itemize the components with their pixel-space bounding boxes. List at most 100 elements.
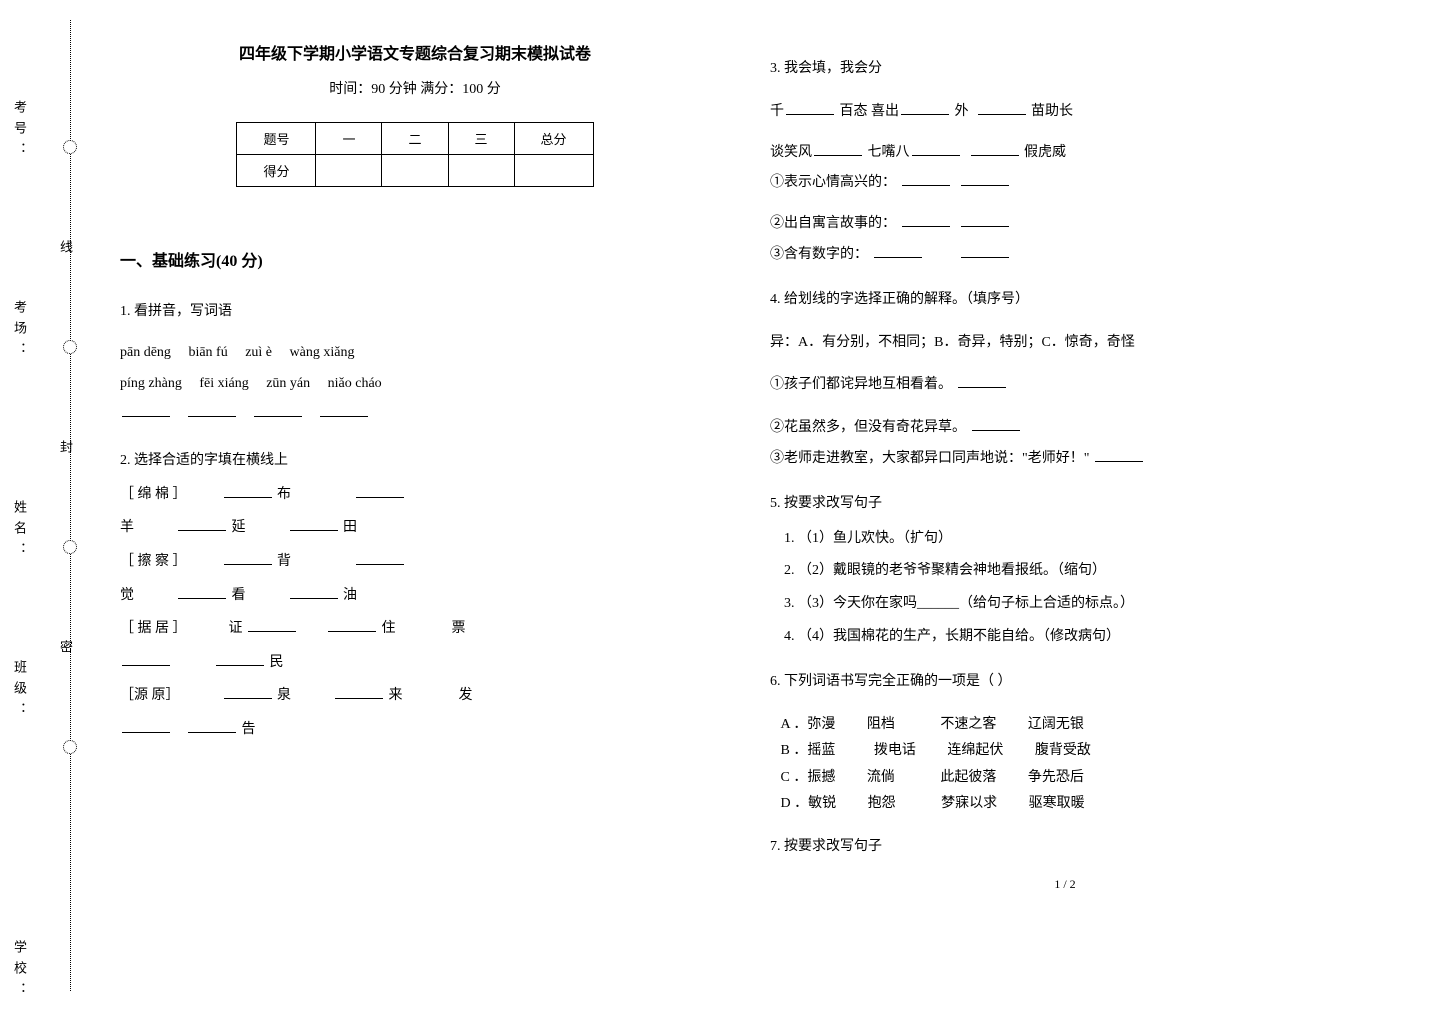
page-right: 3. 我会填，我会分 千 百态 喜出 外 苗助长 谈笑风 七嘴八 假虎威 ①表示… [740,0,1390,1011]
binding-circle [63,340,77,354]
answer-blank [356,551,404,565]
binding-seg: 封 [56,440,75,461]
q4-item: ③老师走进教室，大家都异口同声地说："老师好！" [770,451,1089,466]
q-stem: 给划线的字选择正确的解释。（填序号） [784,292,1029,307]
binding-label-room: 考场： [10,300,29,363]
score-header: 题号 [237,123,316,155]
score-table: 题号 一 二 三 总分 得分 [236,122,593,187]
binding-circle [63,540,77,554]
answer-blank [958,374,1006,388]
answer-blank [912,142,960,156]
answer-blank [290,585,338,599]
q-number: 3. [770,61,781,76]
exam-title: 四年级下学期小学语文专题综合复习期末模拟试卷 [120,40,710,64]
word: 票 [452,621,466,636]
word: 住 [382,621,396,636]
answer-blank [216,652,264,666]
cell: 流倘 [867,770,895,785]
answer-blank [188,719,236,733]
q-number: 1. [120,304,131,319]
answer-blank [874,244,922,258]
choice-row: C ．振撼 流倘 此起彼落 争先恐后 [770,765,1360,792]
choice-bracket: ［源 原］ [120,688,180,703]
q4-item: ①孩子们都诧异地互相看着。 [770,377,952,392]
score-cell [316,155,382,187]
answer-blank [178,585,226,599]
list-item: （3）今天你在家吗______（给句子标上合适的标点。） [798,589,1360,620]
answer-blank [188,403,236,417]
answer-blank [961,172,1009,186]
idiom-part: 外 [955,104,969,119]
answer-blank [178,517,226,531]
q-stem: 我会填，我会分 [784,61,882,76]
word: 发 [459,688,473,703]
word: 田 [343,520,357,535]
pinyin: fēi xiáng [199,376,248,391]
pinyin: píng zhàng [120,376,182,391]
idiom-part: 假虎威 [1024,145,1066,160]
cell: 阻档 [867,717,895,732]
cell: D ．敏锐 [781,796,837,811]
q-number: 6. [770,674,781,689]
word: 觉 [120,588,134,603]
binding-label-class: 班级： [10,660,29,723]
cell: 争先恐后 [1028,770,1084,785]
section-1-head: 一、基础练习(40 分) [120,247,710,271]
q-stem: 按要求改写句子 [784,839,882,854]
word: 布 [277,487,291,502]
question-7: 7. 按要求改写句子 [770,832,1360,863]
answer-blank [224,484,272,498]
question-1: 1. 看拼音，写词语 pān dēng biān fú zuì è wàng x… [120,297,710,430]
exam-subtitle: 时间：90 分钟 满分：100 分 [120,78,710,98]
score-header: 三 [448,123,514,155]
answer-blank [901,101,949,115]
question-6: 6. 下列词语书写完全正确的一项是（ ） A ．弥漫 阻档 不速之客 辽阔无银 … [770,667,1360,818]
score-cell [448,155,514,187]
q4-item: ②花虽然多，但没有奇花异草。 [770,420,966,435]
binding-seg: 线 [56,240,75,261]
sub-label: ②出自寓言故事的： [770,216,896,231]
cell: 腹背受敌 [1035,743,1091,758]
score-header: 总分 [514,123,593,155]
pinyin: wàng xiǎng [290,345,355,360]
choice-row: B ．摇蓝 拨电话 连绵起伏 腹背受敌 [770,738,1360,765]
choice-row: D ．敏锐 抱怨 梦寐以求 驱寒取暖 [770,791,1360,818]
list-item: （2）戴眼镜的老爷爷聚精会神地看报纸。（缩句） [798,556,1360,587]
sub-label: ①表示心情高兴的： [770,175,896,190]
score-header: 一 [316,123,382,155]
word: 证 [229,621,243,636]
word: 泉 [277,688,291,703]
answer-blank [328,618,376,632]
binding-margin: 考号： 考场： 姓名： 班级： 学校： 线 封 密 [0,0,90,1011]
choice-bracket: ［ 绵 棉 ］ [120,487,187,502]
cell: C ．振撼 [781,770,836,785]
idiom-part: 七嘴八 [868,145,910,160]
pinyin: pān dēng [120,345,171,360]
pinyin: zūn yán [266,376,310,391]
answer-blank [902,172,950,186]
answer-blank [122,403,170,417]
page-left: 四年级下学期小学语文专题综合复习期末模拟试卷 时间：90 分钟 满分：100 分… [90,0,740,1011]
table-row: 得分 [237,155,593,187]
list-item: （4）我国棉花的生产，长期不能自给。（修改病句） [798,622,1360,653]
question-3: 3. 我会填，我会分 千 百态 喜出 外 苗助长 谈笑风 七嘴八 假虎威 ①表示… [770,54,1360,271]
pinyin: niǎo cháo [328,376,382,391]
choice-row: A ．弥漫 阻档 不速之客 辽阔无银 [770,712,1360,739]
q-number: 4. [770,292,781,307]
binding-seg: 密 [56,640,75,661]
binding-label-exam-no: 考号： [10,100,29,163]
answer-blank [971,142,1019,156]
choice-bracket: ［ 擦 察 ］ [120,554,187,569]
question-4: 4. 给划线的字选择正确的解释。（填序号） 异：A．有分别，不相同；B．奇异，特… [770,285,1360,475]
word: 延 [232,520,246,535]
cell: 不速之客 [940,717,996,732]
question-2: 2. 选择合适的字填在横线上 ［ 绵 棉 ］ 布 羊 延 田 ［ 擦 察 ］ [120,444,710,746]
choice-bracket: ［ 据 居 ］ [120,621,187,636]
idiom-part: 谈笑风 [770,145,812,160]
word: 羊 [120,520,134,535]
answer-blank [961,213,1009,227]
word: 看 [232,588,246,603]
answer-blank [356,484,404,498]
score-row-label: 得分 [237,155,316,187]
cell: 此起彼落 [940,770,996,785]
